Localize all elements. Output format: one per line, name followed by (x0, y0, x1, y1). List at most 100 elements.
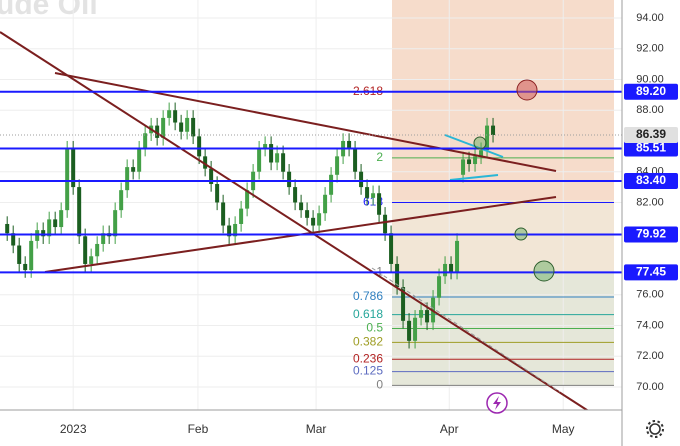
candle-body (23, 263, 28, 271)
candle-body (233, 223, 238, 237)
candle-body (377, 193, 382, 215)
candle-body (89, 256, 94, 264)
y-tick-label: 74.00 (636, 319, 664, 331)
candle-body (227, 225, 232, 237)
y-tick-label: 88.00 (636, 104, 664, 116)
candle-body (419, 310, 424, 318)
settings-gear-teeth (646, 420, 664, 438)
candle-body (371, 193, 376, 198)
trendline (54, 72, 557, 172)
x-tick-label: Apr (440, 422, 459, 436)
candle-body (323, 194, 328, 214)
level-label: 85.51 (636, 141, 666, 155)
settings-gear (649, 423, 661, 435)
candle-body (485, 125, 490, 151)
y-tick-label: 70.00 (636, 381, 664, 393)
y-tick-label: 94.00 (636, 12, 664, 24)
flag-line (449, 174, 499, 181)
candle-body (77, 187, 82, 237)
candle-body (47, 219, 52, 237)
candle-body (101, 233, 106, 244)
candle-body (203, 156, 208, 169)
candle-body (293, 187, 298, 203)
candle-body (185, 117, 190, 132)
candle-body (83, 236, 88, 264)
fib-label: 0.236 (353, 351, 383, 365)
candle-body (287, 171, 292, 188)
candle-body (29, 240, 34, 271)
y-tick-label: 76.00 (636, 289, 664, 301)
candle-body (353, 148, 358, 172)
candle-body (131, 167, 136, 172)
price-label-box (624, 126, 678, 143)
candle-body (299, 202, 304, 211)
x-tick-label: 2023 (60, 422, 87, 436)
candle-body (473, 156, 478, 165)
fib-zone (392, 0, 614, 200)
fib-label: 2 (376, 150, 383, 164)
projection-line (371, 267, 561, 393)
trendline (0, 31, 591, 413)
candle-body (437, 276, 442, 298)
level-label: 89.20 (636, 84, 666, 98)
event-icon-bolt (493, 396, 501, 410)
flag-line (444, 134, 504, 158)
candle-body (41, 230, 46, 237)
settings-icon[interactable] (646, 420, 664, 438)
candle-body (17, 245, 22, 264)
candle-body (215, 184, 220, 203)
level-label-box (624, 264, 678, 281)
target-circle (473, 136, 487, 150)
x-tick-label: Feb (188, 422, 209, 436)
candle-body (113, 210, 118, 237)
fib-label: 0.5 (366, 321, 383, 335)
candle-body (461, 159, 466, 175)
price-label: 86.39 (636, 127, 666, 141)
candle-body (53, 219, 58, 228)
candle-body (335, 156, 340, 175)
level-label-box (624, 172, 678, 189)
y-tick-label: 72.00 (636, 350, 664, 362)
fib-label: 0.125 (353, 364, 383, 378)
candle-body (389, 233, 394, 264)
candle-body (329, 174, 334, 195)
candle-body (221, 202, 226, 226)
candle-body (467, 159, 472, 165)
candle-body (65, 148, 70, 211)
candle-body (305, 210, 310, 218)
y-axis-panel (622, 0, 680, 446)
candle-body (173, 110, 178, 123)
candle-body (347, 140, 352, 149)
candle-body (209, 168, 214, 185)
level-label-box (624, 83, 678, 100)
candle-body (167, 110, 172, 118)
fib-label: 0 (376, 378, 383, 392)
level-label: 79.92 (636, 227, 666, 241)
candle-body (425, 310, 430, 323)
candle-body (125, 167, 130, 191)
candle-body (401, 287, 406, 321)
x-tick-label: May (552, 422, 575, 436)
candle-body (275, 153, 280, 163)
target-circle (514, 227, 528, 241)
candle-body (479, 150, 484, 157)
candle-body (317, 213, 322, 226)
fib-label: 0.786 (353, 289, 383, 303)
candle-body (311, 217, 316, 226)
y-tick-label: 90.00 (636, 73, 664, 85)
candle-body (455, 240, 460, 272)
candle-body (407, 320, 412, 341)
candle-body (257, 148, 262, 172)
x-axis-panel (0, 410, 622, 446)
y-tick-label: 92.00 (636, 43, 664, 55)
candle-body (383, 214, 388, 234)
target-circle (516, 79, 538, 101)
level-label-box (624, 226, 678, 243)
target-circle (533, 260, 555, 282)
x-tick-label: Mar (306, 422, 327, 436)
candle-body (269, 144, 274, 163)
candle-body (413, 317, 418, 341)
candle-body (35, 230, 40, 241)
